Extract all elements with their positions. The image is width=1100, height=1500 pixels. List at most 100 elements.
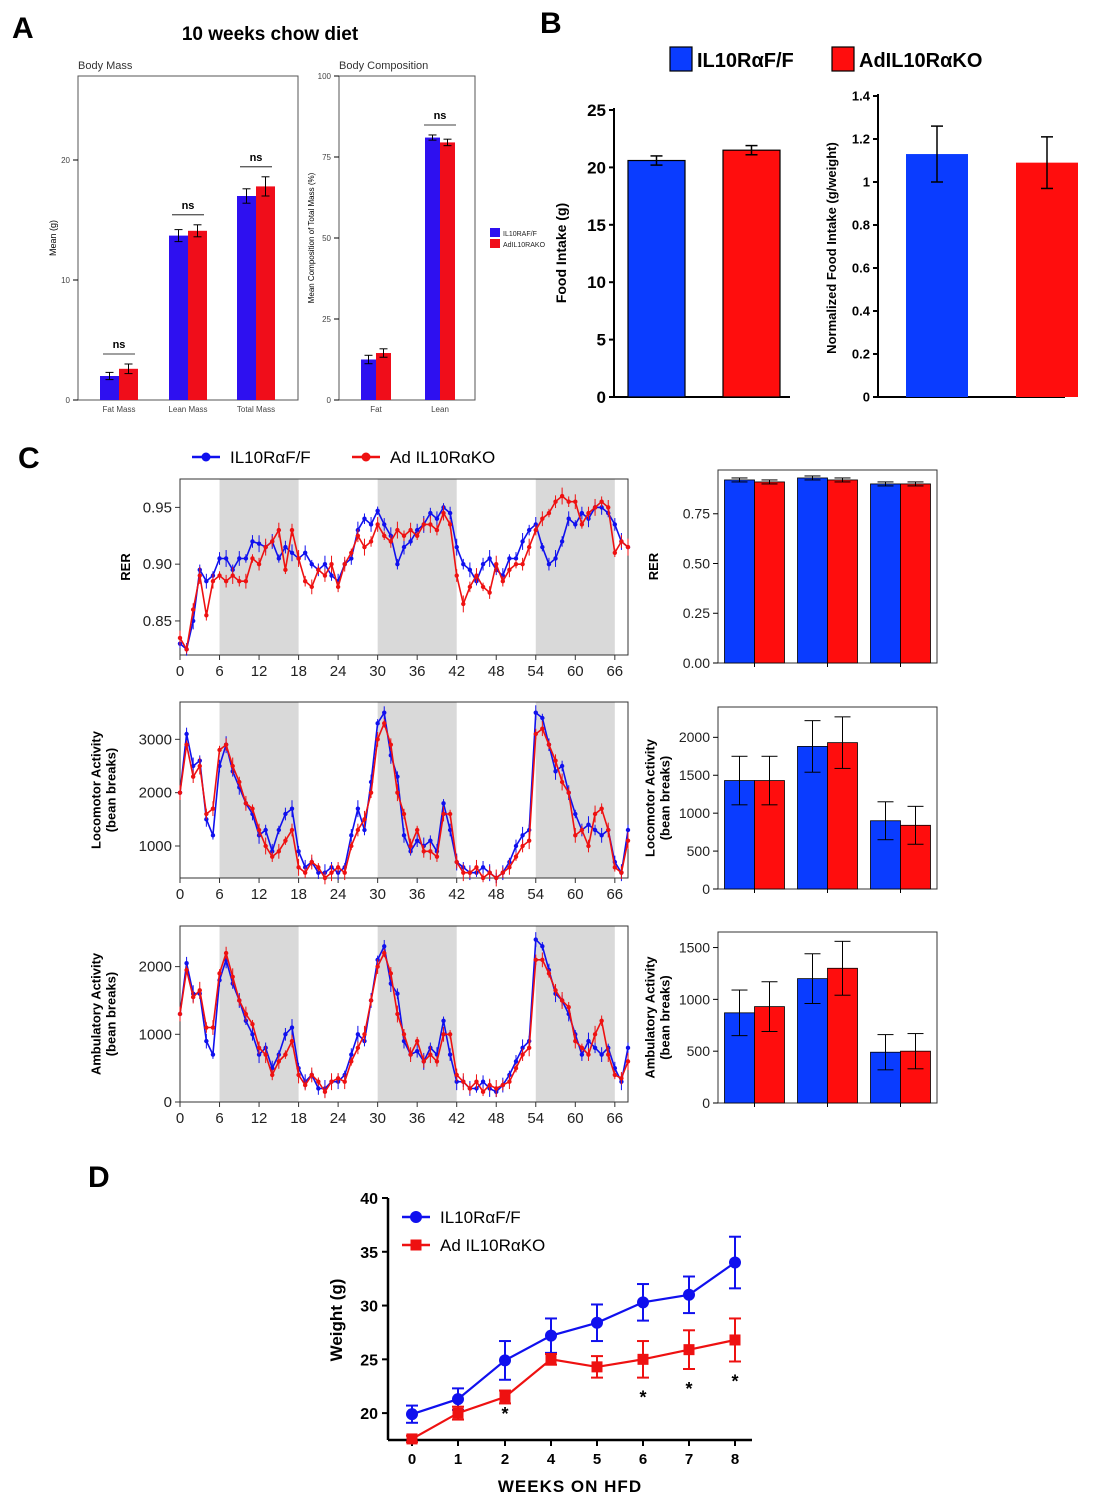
data-point — [526, 527, 532, 533]
data-point — [217, 573, 222, 578]
y-axis-label: Mean (g) — [48, 220, 58, 256]
y-axis-label: Mean Composition of Total Mass (%) — [307, 172, 316, 303]
data-point — [520, 561, 525, 567]
data-point — [289, 806, 295, 811]
data-point — [559, 763, 565, 769]
data-point — [573, 522, 578, 527]
data-point — [606, 1052, 611, 1057]
data-point — [408, 539, 413, 544]
x-tick-label: Lean Mass — [168, 405, 207, 414]
data-point — [184, 731, 189, 737]
data-point — [401, 533, 407, 538]
data-point — [375, 522, 380, 527]
data-point — [447, 522, 453, 527]
y-tick-label: 0 — [702, 881, 710, 897]
data-point — [362, 544, 367, 550]
data-point — [559, 779, 565, 785]
bar — [119, 368, 138, 400]
data-point — [263, 544, 268, 550]
data-point — [362, 516, 367, 521]
data-point — [401, 833, 407, 838]
data-point — [296, 556, 301, 561]
data-point — [533, 937, 538, 942]
data-point — [237, 998, 242, 1003]
x-tick-label: 54 — [527, 663, 544, 680]
x-tick-label: 24 — [330, 1110, 347, 1127]
data-point — [368, 998, 374, 1003]
data-point — [362, 827, 367, 833]
legend-marker — [201, 452, 211, 462]
x-tick-label: 54 — [527, 1110, 544, 1127]
data-point — [533, 710, 538, 715]
data-point — [474, 865, 479, 870]
data-point — [573, 833, 578, 838]
data-point — [546, 510, 552, 516]
x-tick-label: 6 — [215, 663, 223, 680]
bar — [169, 235, 188, 400]
data-point — [342, 870, 347, 875]
x-tick-label: 24 — [330, 663, 347, 680]
data-point — [322, 1089, 328, 1095]
x-tick-label: Fat Mass — [103, 405, 136, 414]
data-point — [441, 801, 446, 806]
data-point — [480, 865, 486, 870]
data-point — [283, 811, 288, 817]
data-point — [599, 505, 604, 510]
x-tick-label: 30 — [369, 886, 386, 903]
y-tick-label: 0 — [66, 396, 71, 405]
data-point — [276, 827, 282, 833]
data-point — [447, 1052, 453, 1057]
data-point — [289, 1025, 295, 1030]
data-point — [454, 1072, 459, 1078]
rer-timecourse-chart: 0 6 12 18 24 30 36 42 48 54 60 66 0.85 0.90 0.95 RER — [118, 478, 631, 680]
dark-period-shading — [377, 702, 457, 878]
bar — [827, 479, 858, 664]
data-point — [210, 1052, 216, 1057]
x-tick-label: 18 — [290, 663, 307, 680]
y-tick-label: 50 — [322, 234, 331, 243]
data-point — [428, 522, 433, 527]
data-point — [388, 539, 394, 544]
data-point — [533, 731, 538, 737]
data-point — [362, 817, 367, 822]
x-tick-label: 12 — [251, 886, 268, 903]
data-point — [217, 971, 222, 976]
y-tick-label: 0.8 — [852, 218, 870, 233]
data-point — [184, 647, 189, 652]
data-point — [513, 561, 519, 567]
data-point — [579, 827, 585, 833]
y-tick-label: 2000 — [139, 785, 172, 802]
significance-label: ns — [182, 200, 195, 212]
data-point — [729, 1334, 741, 1346]
data-point — [513, 854, 519, 859]
y-tick-label: 500 — [687, 843, 711, 859]
x-tick-label: 66 — [606, 886, 623, 903]
data-point — [243, 1011, 249, 1017]
y-tick-label: 0.2 — [852, 347, 870, 362]
data-point — [237, 779, 242, 785]
y-tick-label: 1500 — [679, 939, 710, 955]
data-point — [342, 561, 347, 567]
data-point — [612, 865, 618, 870]
data-point — [553, 556, 558, 561]
data-point — [289, 550, 295, 556]
y-tick-label: 2000 — [679, 729, 710, 745]
x-tick-label: 2 — [501, 1451, 509, 1468]
bar — [188, 230, 207, 400]
significance-star: * — [731, 1371, 738, 1391]
y-axis-label: RER — [118, 553, 133, 581]
dark-period-shading — [219, 702, 299, 878]
data-point — [546, 561, 552, 567]
data-point — [395, 991, 400, 996]
data-point — [190, 607, 196, 612]
x-tick-label: Fat — [370, 405, 382, 414]
data-point — [204, 1038, 209, 1044]
plot-frame — [179, 478, 629, 656]
dark-period-shading — [535, 702, 615, 878]
y-axis-label: Weight (g) — [327, 1279, 346, 1362]
significance-star: * — [685, 1379, 692, 1399]
chart-title: Body Composition — [339, 60, 428, 72]
panel-a: 10 weeks chow diet Body Mass 0 10 20 Fat Mas… — [48, 24, 546, 414]
x-tick-label: 6 — [215, 886, 223, 903]
data-point — [428, 510, 433, 516]
